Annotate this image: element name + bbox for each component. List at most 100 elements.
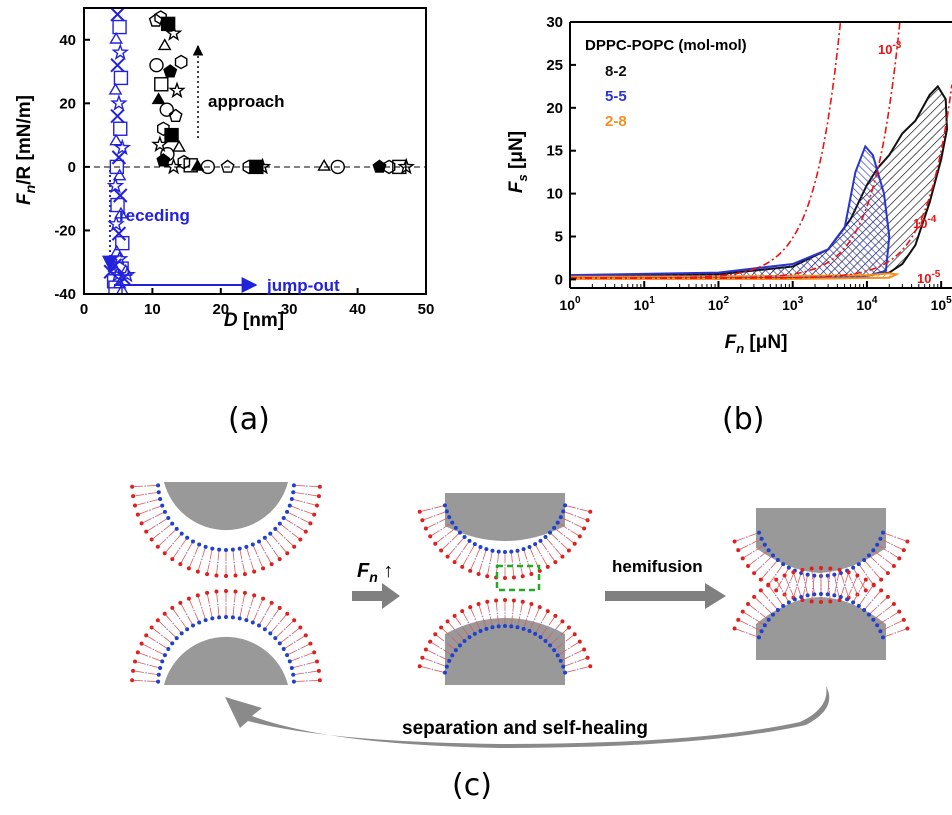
lipid-link — [440, 528, 443, 531]
lipid-head — [533, 542, 538, 547]
lipid-head — [230, 547, 235, 552]
lipid-link — [440, 647, 443, 650]
lipid-link — [149, 656, 151, 658]
lipid-head — [490, 548, 495, 553]
lipid-head — [901, 548, 906, 553]
lipid-head — [233, 573, 238, 578]
lipid-link — [289, 634, 291, 637]
lipid-head — [588, 509, 593, 514]
lipid-head — [781, 603, 786, 608]
lipid-head — [450, 653, 455, 658]
data-point — [159, 102, 174, 117]
lipid-head — [277, 557, 282, 562]
lipid-link — [303, 501, 306, 504]
lipid-head — [752, 594, 757, 599]
lipid-head — [453, 648, 458, 653]
lipid-link — [828, 580, 830, 583]
lipid-head — [195, 569, 200, 574]
lipid-link — [788, 586, 791, 589]
lipid-link — [768, 599, 771, 601]
lipid-link — [891, 624, 893, 627]
approach-label: approach — [208, 92, 285, 111]
lipid-head — [166, 647, 171, 652]
axis-ticks-a: 0 10 20 30 40 50 -40 -20 0 20 40 — [54, 32, 434, 318]
lipid-head — [287, 659, 292, 664]
lipid-head — [766, 582, 771, 587]
lipid-head — [442, 503, 447, 508]
axis-ticks-b: 100 101 102 103 104 105 0 5 10 15 20 25 30 — [546, 14, 952, 313]
lipid-head — [224, 615, 228, 619]
data-point — [372, 159, 387, 173]
lipid-link — [757, 611, 760, 613]
lipid-head — [292, 544, 297, 549]
lipid-link — [467, 621, 470, 624]
data-point — [111, 43, 130, 61]
lipid-head — [417, 509, 422, 514]
lipid-link — [894, 536, 897, 538]
lipid-link — [305, 493, 307, 496]
lipid-head — [273, 526, 278, 531]
lipid-head — [732, 539, 737, 544]
panel-label-a: (a) — [228, 402, 270, 437]
lipid-head — [257, 623, 262, 628]
lipid-head — [871, 617, 876, 622]
lipid-head — [285, 509, 290, 514]
data-point — [172, 139, 186, 152]
lipid-head — [315, 503, 320, 508]
data-point — [113, 188, 128, 203]
plot-frame-a — [83, 7, 427, 295]
lipid-link — [504, 564, 506, 566]
upper-surface-hemifused — [756, 508, 886, 573]
lipid-head — [195, 593, 200, 598]
lipid-head — [846, 570, 851, 575]
lipid-head — [875, 623, 880, 628]
data-point — [112, 168, 127, 181]
lipid-head — [552, 525, 557, 530]
lipid-link — [563, 534, 566, 537]
lipid-head — [462, 639, 467, 644]
lipid-head — [775, 608, 780, 613]
lipid-head — [905, 626, 910, 631]
chart-a: 0 10 20 30 40 50 -40 -20 0 20 40 D [nm] Fn/R [mN/m… — [14, 7, 434, 331]
legend-entry-8-2: 8-2 — [605, 63, 627, 80]
lipid-link — [467, 554, 470, 557]
lipid-link — [233, 603, 235, 606]
lipid-head — [819, 592, 823, 596]
lipid-head — [866, 612, 871, 617]
lipid-head — [740, 609, 745, 614]
lipid-head — [178, 562, 183, 567]
lipid-head — [746, 564, 751, 569]
lipid-link — [303, 663, 306, 666]
lipid-link — [161, 530, 163, 533]
lipid-head — [291, 679, 296, 684]
lipid-head — [805, 572, 810, 577]
lipid-head — [460, 609, 465, 614]
scatter-points-a — [103, 8, 415, 294]
lipid-head — [281, 515, 286, 520]
lipid-link — [461, 625, 463, 628]
lipid-link — [249, 606, 252, 609]
data-point — [164, 127, 179, 143]
lipid-head — [759, 536, 764, 541]
data-point — [156, 153, 171, 167]
data-point — [160, 16, 176, 32]
lipid-head — [537, 605, 542, 610]
lipid-link — [455, 546, 457, 548]
x-tick-label-b: 103 — [782, 295, 804, 313]
lipid-head — [799, 595, 804, 600]
lipid-link — [843, 583, 846, 586]
lipid-head — [132, 659, 137, 664]
lipid-head — [467, 635, 472, 640]
friction-line-label: 10-4 — [913, 214, 937, 231]
data-point — [110, 8, 125, 22]
friction-line-label: 10-3 — [878, 40, 902, 57]
y-tick-label-b: 25 — [546, 57, 563, 74]
lipid-link — [225, 562, 227, 564]
data-point — [154, 10, 167, 25]
lipid-link — [891, 543, 893, 546]
lipid-link — [768, 569, 771, 571]
lipid-head — [828, 566, 833, 571]
lipid-head — [131, 494, 136, 499]
lipid-link — [297, 648, 300, 651]
lipid-head — [156, 490, 161, 495]
